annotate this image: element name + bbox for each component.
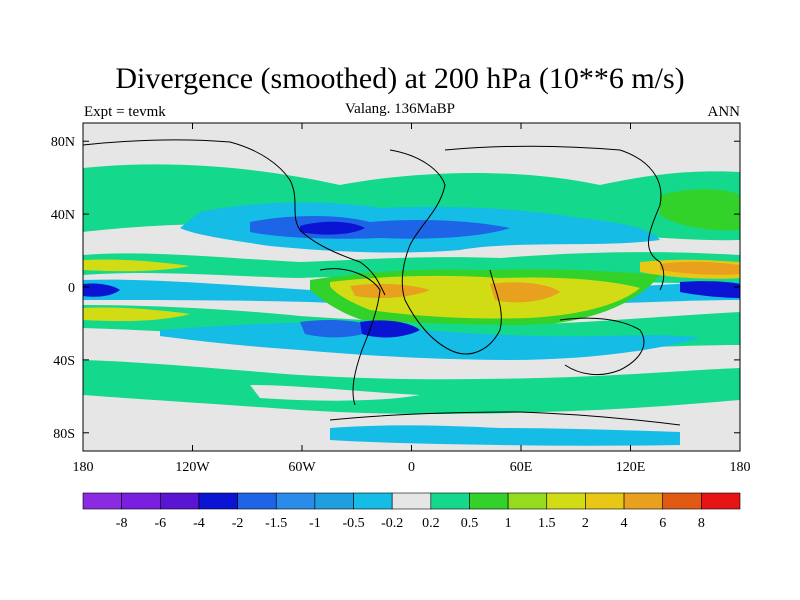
coast-south-america (319, 268, 381, 406)
colorbar-swatch (121, 492, 161, 510)
contour-tropical-orange (350, 283, 430, 298)
colorbar-label: 1 (505, 516, 512, 531)
colorbar-label: 0.2 (422, 516, 440, 531)
colorbar-swatch (623, 492, 664, 510)
colorbar-swatch (546, 492, 586, 510)
contour-antarctic-negative (330, 425, 680, 446)
contour-equator-west-min (83, 283, 120, 297)
colorbar-label: -0.2 (381, 516, 403, 531)
colorbar-swatch (198, 492, 238, 510)
contour-south-highlat (83, 360, 740, 415)
colorbar-label: -1.5 (265, 516, 287, 531)
colorbar-swatch (391, 492, 432, 510)
coast-asia (444, 145, 665, 291)
axis-tick-labels: 80N 40N 0 40S 80S 180 120W 60W 0 60E 120E 180 (51, 135, 751, 475)
colorbar-labels: -8 -6 -4 -2 -1.5 -1 -0.5 -0.2 0.2 0.5 1 1.5 2 4 6 8 (116, 516, 705, 531)
coast-europe-africa (389, 149, 502, 355)
divergence-field (83, 123, 740, 451)
colorbar (82, 492, 741, 510)
lat-tick-label: 80S (53, 427, 75, 442)
colorbar-label: -1 (309, 516, 321, 531)
lon-tick-label: 120W (175, 460, 210, 475)
colorbar-label: -6 (154, 516, 166, 531)
contour-equator-east-min (680, 281, 740, 298)
contour-trop-east-orange (660, 261, 740, 275)
coast-north-america (83, 139, 386, 296)
lon-tick-label: 180 (730, 460, 751, 475)
colorbar-swatch (507, 492, 548, 510)
colorbar-swatch (430, 492, 470, 510)
contour-south-yellow-west (83, 307, 190, 322)
lat-tick-label: 80N (51, 135, 75, 150)
colorbar-label: -0.5 (342, 516, 364, 531)
colorbar-swatch (275, 492, 316, 510)
contour-south-negative (160, 322, 700, 360)
season-label: ANN (707, 104, 741, 120)
coastlines (83, 139, 681, 426)
colorbar-label: 4 (621, 516, 628, 531)
colorbar-swatch (353, 492, 393, 510)
colorbar-swatch (701, 492, 741, 510)
colorbar-label: -4 (193, 516, 205, 531)
contour-north-band-green2 (660, 189, 740, 231)
colorbar-swatch (469, 492, 509, 510)
colorbar-label: 1.5 (538, 516, 556, 531)
lon-tick-label: 120E (616, 460, 646, 475)
contour-south-negative-strong (300, 320, 380, 338)
lat-tick-label: 0 (68, 281, 75, 296)
colorbar-label: 0.5 (461, 516, 479, 531)
colorbar-swatch (237, 492, 277, 510)
experiment-label: Expt = tevmk (84, 104, 166, 120)
contour-south-highlat-gap (250, 385, 420, 401)
map-title: Divergence (smoothed) at 200 hPa (10**6 … (115, 62, 685, 95)
colorbar-swatch (585, 492, 625, 510)
coast-antarctica (329, 411, 681, 426)
period-label: Valang. 136MaBP (345, 101, 455, 117)
lon-tick-label: 60E (510, 460, 533, 475)
colorbar-swatch (159, 492, 200, 510)
lat-tick-label: 40N (51, 208, 75, 223)
contour-north-min (300, 221, 365, 235)
colorbar-label: 6 (659, 516, 666, 531)
lon-tick-label: 180 (73, 460, 94, 475)
colorbar-label: -8 (116, 516, 128, 531)
colorbar-swatch (314, 492, 354, 510)
colorbar-label: 2 (582, 516, 589, 531)
colorbar-label: -2 (232, 516, 244, 531)
axis-ticks (82, 123, 741, 451)
lon-tick-label: 0 (408, 460, 415, 475)
contour-south-min (360, 320, 420, 338)
colorbar-label: 8 (698, 516, 705, 531)
colorbar-swatch (82, 492, 122, 510)
contour-trop-north-yellow (83, 259, 190, 272)
contour-tropical-orange2 (490, 282, 560, 303)
lat-tick-label: 40S (53, 354, 75, 369)
colorbar-swatch (662, 492, 702, 510)
coast-australia (559, 317, 645, 376)
lon-tick-label: 60W (288, 460, 316, 475)
